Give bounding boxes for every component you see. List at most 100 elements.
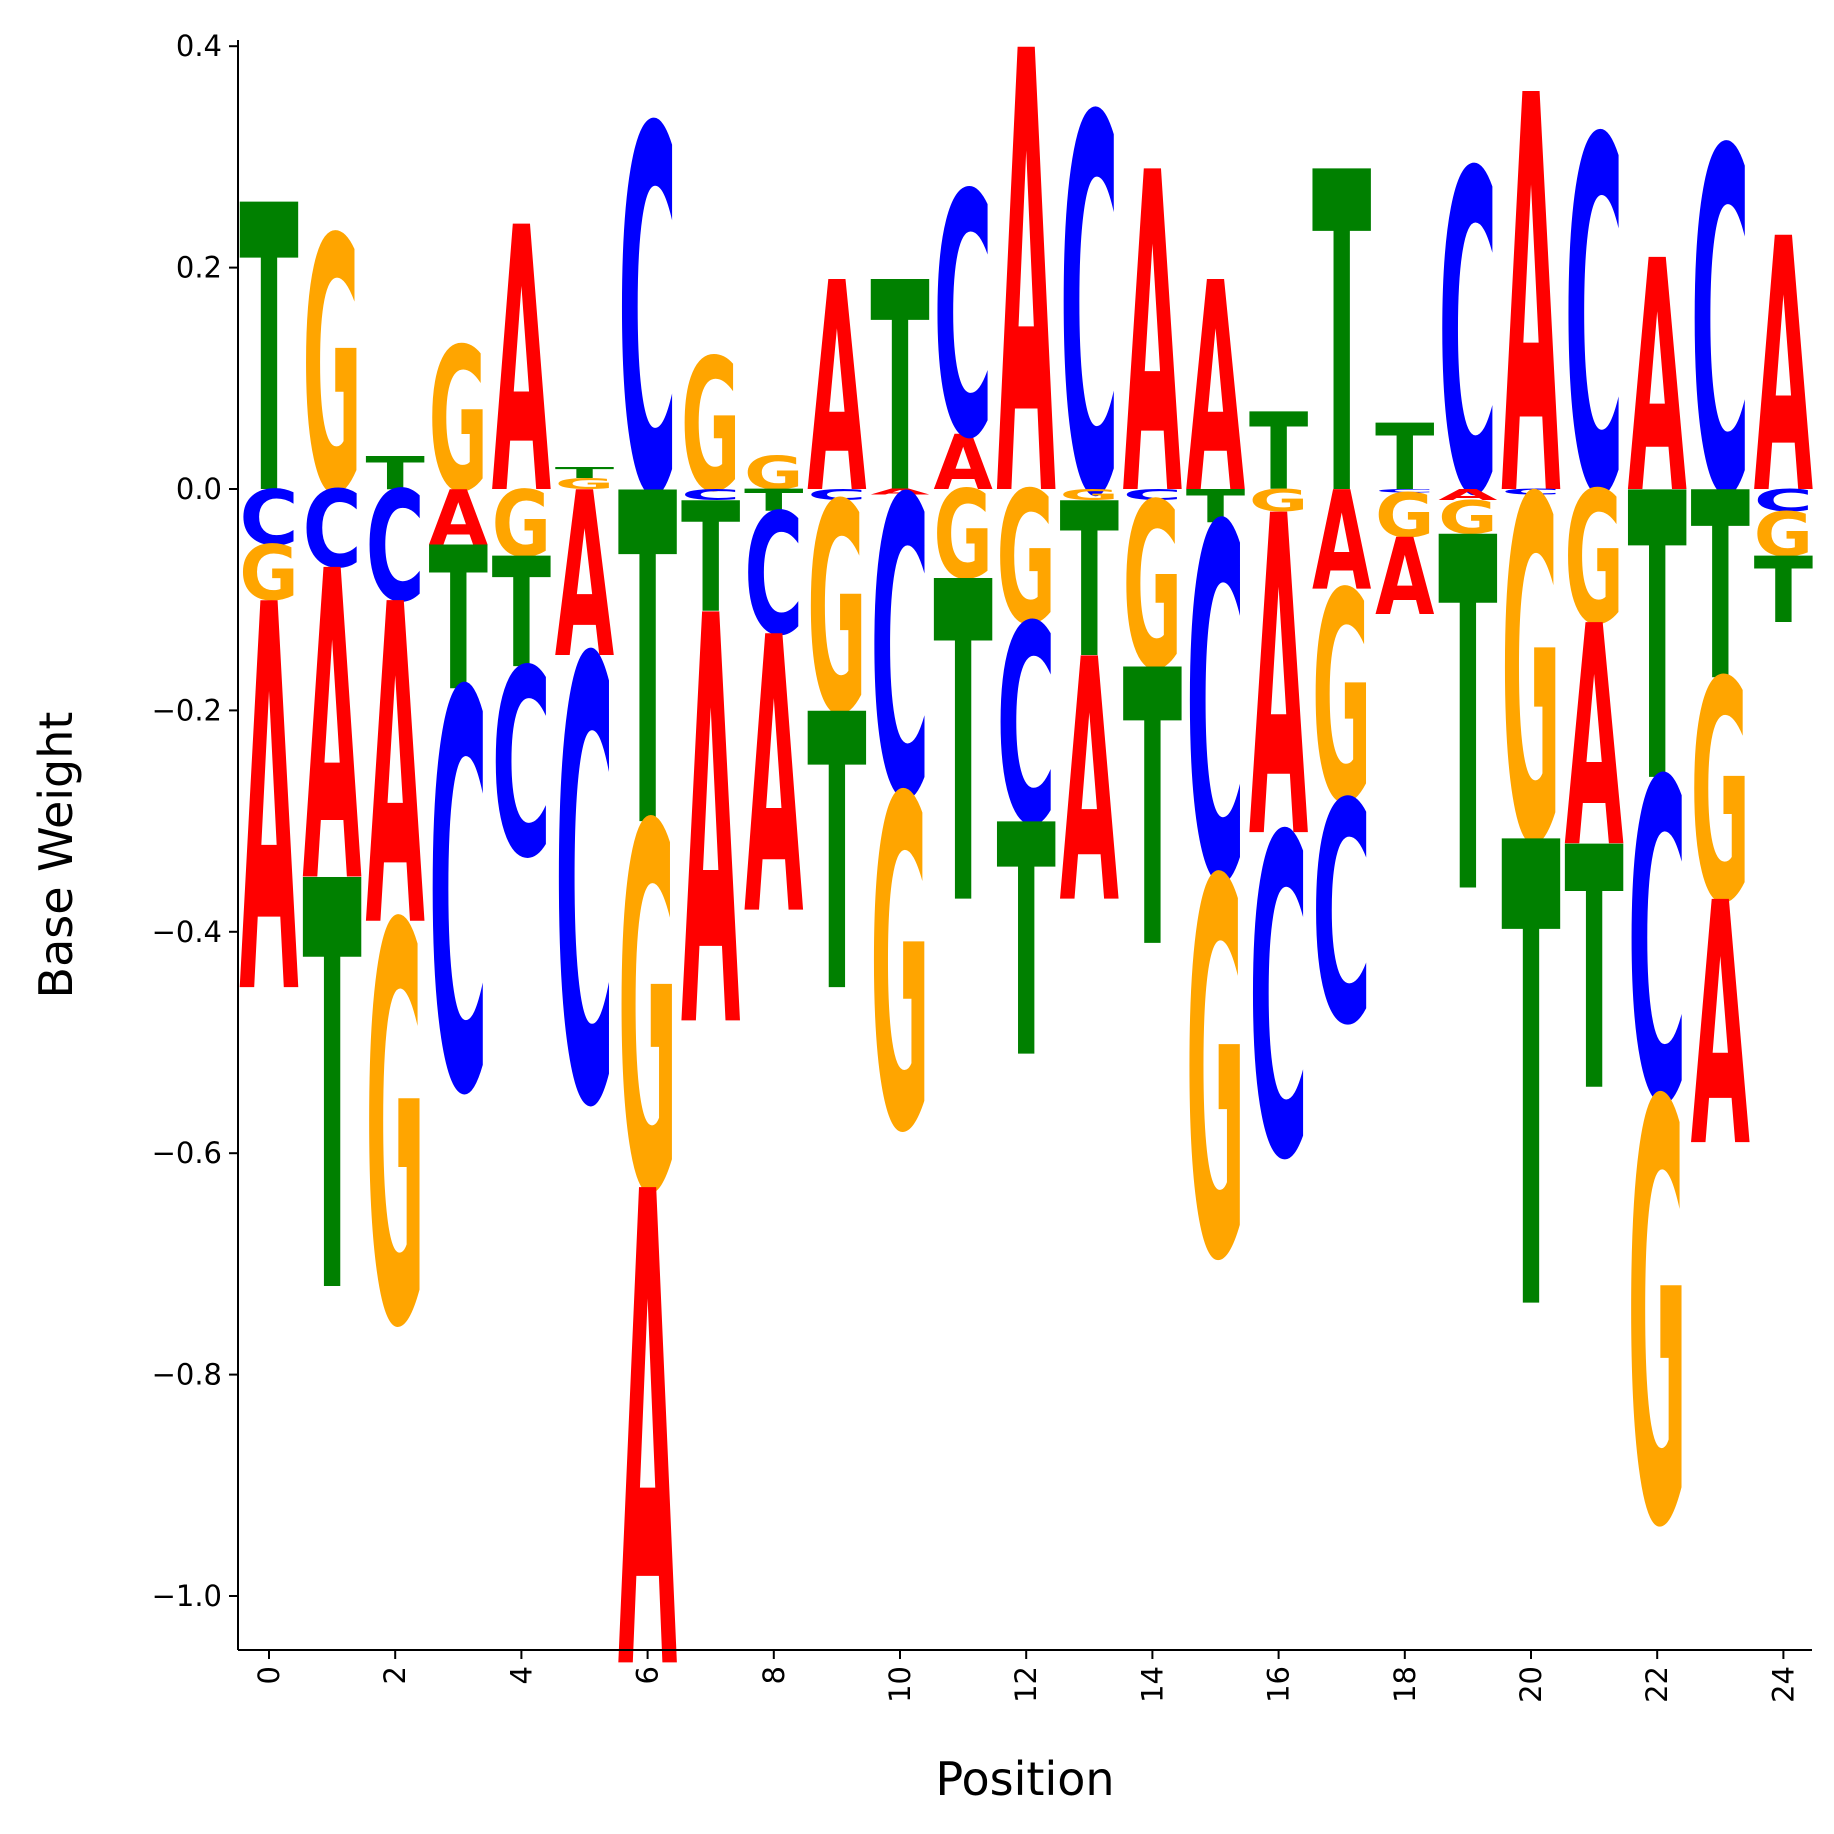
logo-letter-t-pos-5: T — [555, 464, 615, 482]
logo-letter-t-pos-3: T — [429, 506, 488, 735]
logo-letter-t-pos-7: T — [681, 471, 740, 648]
y-tick-label: −0.8 — [152, 1358, 222, 1392]
logo-letter-c-pos-6: C — [618, 24, 677, 608]
logo-letter-c-pos-16: C — [1249, 746, 1308, 1258]
logo-letter-g-pos-21: G — [1564, 452, 1623, 665]
logo-letter-c-pos-20: C — [1501, 488, 1560, 497]
logo-letter-a-pos-10: A — [870, 487, 929, 496]
logo-letter-a-pos-24: A — [1754, 166, 1813, 572]
x-tick-label: 20 — [1514, 1666, 1548, 1703]
y-tick-label: −1.0 — [152, 1579, 222, 1613]
logo-letter-t-pos-11: T — [933, 491, 993, 1003]
logo-letter-a-pos-18: A — [1375, 515, 1435, 639]
logo-letter-g-pos-22: G — [1628, 984, 1687, 1655]
logo-letter-t-pos-4: T — [492, 526, 551, 703]
logo-letter-a-pos-14: A — [1123, 82, 1183, 593]
y-tick-label: 0.4 — [176, 29, 222, 63]
logo-letter-t-pos-6: T — [618, 400, 678, 929]
logo-letter-a-pos-5: A — [555, 445, 614, 710]
x-tick-label: 24 — [1766, 1666, 1800, 1703]
logo-letter-g-pos-11: G — [933, 465, 992, 607]
logo-letter-t-pos-0: T — [239, 124, 299, 583]
logo-letter-c-pos-1: C — [302, 469, 361, 593]
logo-letter-g-pos-6: G — [618, 723, 677, 1305]
logo-letter-g-pos-17: G — [1312, 531, 1371, 867]
logo-letter-c-pos-12: C — [997, 569, 1056, 886]
logo-letter-g-pos-8: G — [744, 448, 803, 501]
logo-letter-g-pos-19: G — [1438, 492, 1497, 545]
logo-letter-t-pos-17: T — [1312, 81, 1372, 593]
logo-letter-a-pos-2: A — [366, 514, 426, 1025]
logo-letter-c-pos-4: C — [492, 617, 551, 917]
logo-letter-c-pos-3: C — [429, 582, 488, 1217]
logo-letter-g-pos-4: G — [492, 472, 551, 577]
logo-letter-c-pos-13: C — [1060, 11, 1119, 612]
logo-letter-c-pos-23: C — [1691, 53, 1750, 601]
logo-letter-t-pos-2: T — [366, 448, 425, 500]
logo-letter-g-pos-12: G — [997, 452, 1056, 665]
x-tick-label: 14 — [1135, 1666, 1169, 1703]
logo-letter-c-pos-18: C — [1375, 488, 1434, 493]
logo-letter-c-pos-9: C — [807, 486, 866, 504]
x-tick-label: 18 — [1388, 1666, 1422, 1703]
logo-letter-c-pos-11: C — [933, 126, 992, 514]
logo-letter-t-pos-14: T — [1123, 591, 1183, 1032]
logo-letter-a-pos-11: A — [933, 418, 992, 507]
logo-letter-g-pos-1: G — [302, 166, 361, 572]
logo-letter-t-pos-19: T — [1438, 438, 1498, 1003]
logo-letter-t-pos-8: T — [744, 484, 804, 519]
logo-letter-a-pos-9: A — [807, 221, 866, 557]
y-tick-label: 0.0 — [176, 472, 222, 506]
logo-letter-g-pos-3: G — [429, 307, 488, 537]
logo-letter-t-pos-10: T — [870, 222, 929, 558]
x-tick-label: 22 — [1640, 1666, 1674, 1703]
logo-letter-a-pos-13: A — [1060, 590, 1119, 979]
logo-letter-t-pos-18: T — [1375, 404, 1435, 510]
logo-letter-g-pos-5: G — [555, 475, 614, 492]
logo-letter-t-pos-9: T — [807, 636, 867, 1077]
logo-letter-t-pos-1: T — [302, 765, 362, 1419]
logo-letter-g-pos-20: G — [1501, 403, 1560, 950]
logo-letter-a-pos-21: A — [1564, 564, 1623, 916]
x-tick-label: 0 — [252, 1666, 286, 1684]
logo-letter-g-pos-9: G — [807, 443, 866, 779]
y-axis-ticks: 0.4 0.2 0.0 −0.2 −0.4 −0.6 −0.8 −1.0 — [152, 29, 238, 1613]
y-tick-label: 0.2 — [176, 251, 222, 285]
logo-letter-a-pos-1: A — [302, 483, 362, 977]
logo-letter-c-pos-19: C — [1438, 81, 1497, 593]
logo-letter-c-pos-15: C — [1186, 427, 1245, 992]
logo-letter-c-pos-0: C — [239, 475, 298, 563]
x-tick-label: 6 — [631, 1666, 665, 1684]
y-tick-label: −0.6 — [152, 1136, 222, 1170]
logo-letter-c-pos-17: C — [1312, 740, 1371, 1093]
x-tick-label: 4 — [504, 1666, 538, 1684]
logo-letter-a-pos-7: A — [681, 501, 741, 1154]
logo-letter-t-pos-22: T — [1628, 412, 1688, 871]
x-tick-label: 16 — [1262, 1666, 1296, 1703]
x-axis-ticks: 0 2 4 6 8 10 12 14 16 18 20 22 24 — [252, 1650, 1800, 1703]
logo-letter-t-pos-16: T — [1249, 391, 1308, 515]
logo-letter-t-pos-12: T — [997, 759, 1056, 1130]
logo-letter-t-pos-20: T — [1501, 713, 1561, 1454]
logo-letter-c-pos-21: C — [1564, 40, 1623, 605]
logo-letter-g-pos-23: G — [1691, 617, 1750, 971]
logo-letter-g-pos-14: G — [1123, 455, 1182, 721]
logo-letter-a-pos-22: A — [1628, 193, 1687, 564]
logo-letter-a-pos-16: A — [1249, 425, 1309, 936]
logo-letter-g-pos-24: G — [1754, 499, 1813, 570]
logo-letter-t-pos-23: T — [1691, 439, 1750, 739]
logo-letter-a-pos-3: A — [429, 474, 488, 563]
x-tick-label: 12 — [1009, 1666, 1043, 1703]
logo-letters: TCGAGCATTCAGGATCAGTCGTACCTGAGCTAGTCAACGT… — [239, 0, 1813, 1817]
logo-letter-a-pos-20: A — [1501, 0, 1561, 618]
logo-letter-g-pos-15: G — [1186, 774, 1245, 1375]
logo-letter-c-pos-22: C — [1628, 690, 1687, 1202]
axes: 0.40.20.0−0.2−0.4−0.6−0.8−1.0 0 2 4 6 8 10 12 1… — [152, 29, 1812, 1703]
logo-letter-a-pos-23: A — [1691, 833, 1750, 1222]
logo-letter-a-pos-19: A — [1438, 486, 1498, 504]
y-tick-label: −0.2 — [152, 693, 222, 727]
logo-letter-a-pos-12: A — [997, 0, 1057, 632]
logo-letter-c-pos-14: C — [1123, 486, 1182, 504]
logo-letter-c-pos-2: C — [366, 459, 425, 636]
